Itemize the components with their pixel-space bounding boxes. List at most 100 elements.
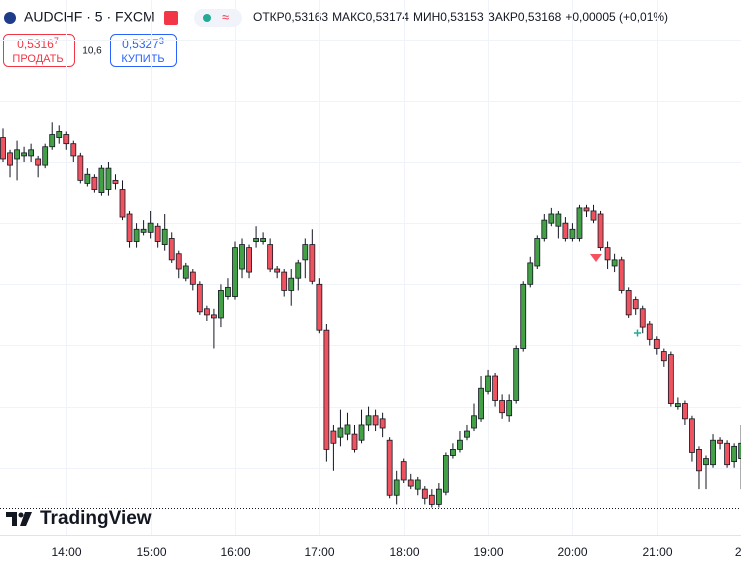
- candle-body: [288, 277, 295, 291]
- candle-body: [330, 430, 337, 444]
- candle-body: [112, 179, 119, 184]
- candle-body: [98, 167, 105, 193]
- candle-body: [182, 265, 189, 279]
- sell-price-sup: 7: [54, 36, 59, 46]
- candle-body: [464, 430, 470, 438]
- candle-body: [703, 458, 709, 466]
- logo-icon: [6, 512, 17, 526]
- candle-body: [337, 427, 344, 438]
- candle-body: [281, 271, 288, 291]
- high-value: 0,53174: [366, 10, 410, 24]
- x-tick-label: 21:00: [642, 545, 672, 559]
- candle-body: [674, 403, 681, 407]
- close-label: ЗАКР: [488, 10, 518, 24]
- candle-body: [442, 455, 449, 493]
- candle-body: [667, 354, 674, 404]
- candle-body: [225, 286, 231, 297]
- candle-body: [625, 290, 632, 316]
- candle-body: [372, 415, 379, 426]
- candle-body: [604, 247, 611, 261]
- candle-body: [175, 253, 182, 270]
- low-value: 0,53153: [440, 10, 484, 24]
- candle-body: [119, 189, 126, 218]
- symbol[interactable]: AUDCHF · 5 · FXCM: [24, 9, 155, 25]
- low-label: МИН: [413, 10, 440, 24]
- candle-body: [534, 238, 541, 267]
- candle-body: [682, 403, 688, 420]
- candle-body: [478, 387, 484, 420]
- candle-body: [267, 244, 274, 270]
- logo-text: TradingView: [40, 508, 152, 529]
- candle-body: [527, 262, 534, 285]
- status-dot: [203, 14, 211, 22]
- buy-price-sup: 3: [159, 36, 164, 46]
- candle-body: [210, 314, 217, 319]
- candle-body: [274, 268, 281, 273]
- candle-body: [56, 131, 63, 138]
- candle-body: [189, 271, 196, 285]
- logo: TradingView: [6, 508, 152, 529]
- candle-body: [344, 424, 351, 435]
- candle-body: [295, 262, 302, 279]
- sell-label: ПРОДАТЬ: [12, 53, 63, 65]
- candle-body: [232, 247, 238, 297]
- candle-body: [555, 213, 562, 227]
- candle-body: [738, 442, 741, 459]
- candle-body: [126, 213, 133, 242]
- x-tick-label: 16:00: [220, 545, 250, 559]
- candle-body: [485, 375, 491, 392]
- candle-body: [105, 167, 112, 190]
- sell-marker: [590, 254, 602, 262]
- alert-flag[interactable]: [164, 11, 178, 25]
- status-pill[interactable]: [194, 9, 242, 27]
- candle-body: [365, 415, 372, 426]
- candle-body: [562, 222, 569, 239]
- candle-body: [689, 418, 695, 453]
- candle-body: [541, 219, 548, 239]
- candle-body: [168, 238, 175, 261]
- time-axis: 14:00 15:00 16:00 17:00 18:00 19:00 20:00 21:00…: [51, 545, 741, 559]
- candle-body: [393, 479, 400, 496]
- candle-body: [246, 247, 252, 273]
- candle-body: [569, 228, 576, 239]
- candle-body: [70, 143, 77, 157]
- candle-body: [161, 228, 168, 245]
- candle-body: [520, 283, 527, 349]
- candle-body: [323, 329, 330, 450]
- candle-body: [21, 152, 27, 157]
- candle-body: [91, 176, 98, 190]
- candle-body: [239, 244, 245, 270]
- candle-body: [302, 244, 309, 261]
- candle-body: [42, 146, 49, 166]
- buy-price: 0,53273: [122, 36, 164, 51]
- candle-body: [309, 244, 316, 282]
- buy-label: КУПИТЬ: [121, 53, 164, 65]
- flag-icon: [4, 12, 16, 24]
- candle-body: [576, 207, 583, 239]
- x-tick-label: 20:00: [557, 545, 587, 559]
- candle-body: [316, 283, 323, 331]
- candle-body: [203, 308, 210, 316]
- candle-body: [421, 488, 428, 499]
- high-label: МАКС: [332, 10, 366, 24]
- candle-body: [7, 152, 13, 166]
- candle-body: [414, 479, 421, 490]
- sell-button[interactable]: [3, 34, 75, 67]
- candle-body: [653, 338, 660, 349]
- candle-body: [35, 158, 42, 166]
- sell-price-main: 0,5316: [17, 37, 54, 51]
- buy-button[interactable]: [110, 34, 177, 67]
- x-tick-label: 22: [735, 545, 741, 559]
- candle-body: [583, 207, 590, 212]
- candle-body: [590, 210, 597, 221]
- candle-body: [154, 225, 161, 242]
- logo-icon-dot: [18, 512, 24, 518]
- buy-marker: [634, 329, 641, 337]
- candle-body: [63, 134, 70, 145]
- candle-body: [731, 445, 738, 463]
- candle-body: [0, 137, 6, 160]
- open-label: ОТКР: [253, 10, 285, 24]
- candle-body: [351, 433, 358, 450]
- candle-body: [646, 323, 653, 340]
